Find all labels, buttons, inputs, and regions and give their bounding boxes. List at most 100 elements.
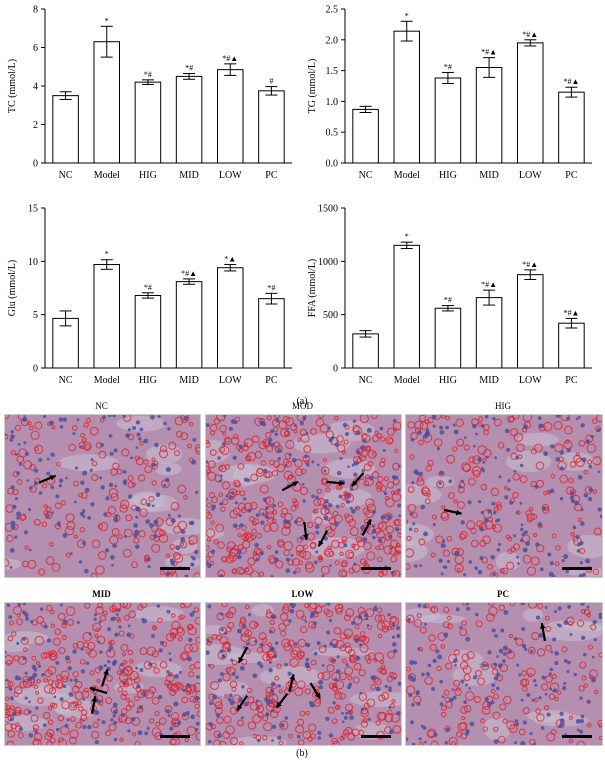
lipid-droplet bbox=[74, 691, 84, 701]
significance-mark: *#▲ bbox=[481, 280, 497, 289]
nucleus bbox=[241, 685, 245, 689]
lipid-droplet bbox=[351, 543, 356, 549]
nucleus bbox=[397, 681, 401, 687]
nucleus bbox=[64, 655, 70, 661]
nucleus bbox=[302, 499, 306, 503]
lipid-droplet bbox=[394, 518, 401, 527]
lipid-droplet bbox=[91, 539, 101, 549]
nucleus bbox=[419, 564, 422, 567]
lipid-droplet bbox=[148, 495, 155, 502]
lipid-droplet bbox=[493, 418, 502, 427]
lipid-droplet bbox=[224, 694, 229, 699]
lipid-droplet bbox=[5, 696, 10, 701]
nucleus bbox=[371, 529, 377, 534]
lipid-droplet bbox=[377, 476, 384, 483]
nucleus bbox=[109, 451, 114, 456]
lipid-droplet bbox=[27, 421, 32, 426]
lipid-droplet bbox=[506, 720, 516, 730]
lipid-droplet bbox=[501, 567, 508, 575]
lipid-droplet bbox=[252, 733, 258, 739]
nucleus bbox=[555, 415, 561, 418]
lipid-droplet bbox=[353, 662, 362, 671]
nucleus bbox=[177, 720, 181, 725]
x-tick-label: LOW bbox=[519, 375, 542, 386]
nucleus bbox=[270, 429, 274, 434]
nucleus bbox=[290, 603, 296, 609]
nucleus bbox=[323, 536, 328, 541]
nucleus bbox=[206, 638, 211, 643]
x-tick-label: PC bbox=[565, 375, 578, 386]
lipid-droplet bbox=[262, 735, 268, 741]
nucleus bbox=[104, 548, 110, 553]
nucleus bbox=[491, 683, 496, 688]
nucleus bbox=[237, 554, 242, 560]
nucleus bbox=[257, 661, 262, 666]
lipid-droplet bbox=[206, 537, 212, 542]
lipid-droplet bbox=[51, 562, 61, 572]
lipid-droplet bbox=[334, 560, 340, 566]
lipid-droplet bbox=[363, 541, 372, 551]
nucleus bbox=[355, 655, 361, 661]
lipid-droplet bbox=[336, 435, 344, 443]
lipid-droplet bbox=[380, 457, 386, 463]
lipid-droplet bbox=[54, 502, 62, 510]
nucleus bbox=[353, 460, 359, 466]
nucleus bbox=[453, 429, 459, 435]
lipid-droplet bbox=[176, 626, 184, 634]
lipid-droplet bbox=[79, 526, 86, 533]
nucleus bbox=[68, 692, 74, 697]
arrow-marker bbox=[303, 521, 309, 540]
lipid-droplet bbox=[250, 570, 260, 577]
nucleus bbox=[72, 649, 77, 654]
sinusoid-gap bbox=[495, 551, 521, 571]
nucleus bbox=[590, 434, 594, 439]
lipid-droplet bbox=[461, 653, 470, 662]
lipid-droplet bbox=[294, 687, 304, 697]
lipid-droplet bbox=[391, 492, 401, 502]
lipid-droplet bbox=[548, 693, 556, 701]
nucleus bbox=[304, 661, 310, 667]
nucleus bbox=[578, 573, 584, 577]
lipid-droplet bbox=[314, 605, 323, 614]
nucleus bbox=[576, 728, 580, 732]
nucleus bbox=[46, 638, 52, 643]
nucleus bbox=[84, 568, 89, 574]
nucleus bbox=[247, 612, 252, 617]
lipid-droplet bbox=[444, 725, 451, 733]
lipid-droplet bbox=[170, 501, 180, 511]
nucleus bbox=[538, 633, 544, 638]
lipid-droplet bbox=[443, 606, 450, 613]
nucleus bbox=[583, 652, 587, 657]
lipid-droplet bbox=[120, 643, 129, 652]
lipid-droplet bbox=[117, 534, 123, 540]
lipid-droplet bbox=[507, 548, 513, 555]
lipid-droplet bbox=[544, 675, 553, 684]
nucleus bbox=[9, 565, 13, 569]
nucleus bbox=[597, 507, 602, 512]
nucleus bbox=[535, 542, 540, 547]
lipid-droplet bbox=[343, 439, 349, 445]
nucleus bbox=[432, 658, 437, 664]
nucleus bbox=[521, 644, 527, 649]
lipid-droplet bbox=[573, 454, 582, 463]
lipid-droplet bbox=[536, 544, 545, 553]
tissue-image bbox=[5, 603, 200, 745]
lipid-droplet bbox=[164, 679, 171, 687]
nucleus bbox=[137, 730, 143, 736]
nucleus bbox=[335, 504, 340, 509]
lipid-droplet bbox=[493, 726, 499, 732]
nucleus bbox=[410, 720, 415, 725]
nucleus bbox=[507, 479, 511, 483]
nucleus bbox=[323, 644, 327, 648]
nucleus bbox=[14, 497, 18, 501]
nucleus bbox=[305, 657, 310, 662]
nucleus bbox=[113, 709, 118, 715]
micrograph-title-low: LOW bbox=[291, 589, 314, 599]
nucleus bbox=[114, 484, 117, 488]
lipid-droplet bbox=[97, 603, 104, 609]
lipid-droplet bbox=[396, 550, 401, 555]
nucleus bbox=[292, 570, 297, 575]
nucleus bbox=[78, 560, 83, 564]
nucleus bbox=[8, 615, 13, 619]
nucleus bbox=[550, 444, 555, 449]
